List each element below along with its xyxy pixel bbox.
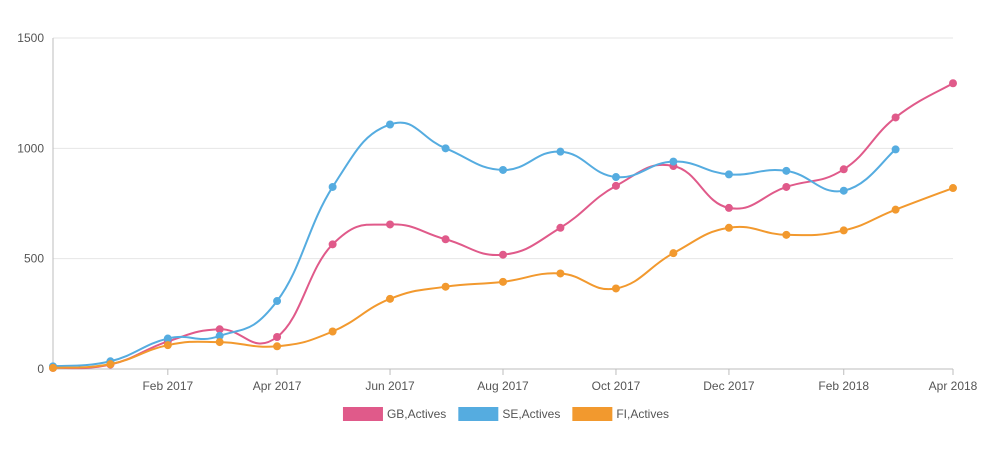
x-tick-label: Apr 2018 [929,379,978,393]
y-tick-label: 1000 [17,141,44,155]
data-point-se-actives[interactable] [724,170,733,179]
series-fi-actives [49,184,957,372]
data-point-gb-actives[interactable] [499,250,507,259]
data-point-gb-actives[interactable] [891,113,900,122]
data-point-fi-actives[interactable] [611,284,620,293]
data-point-gb-actives[interactable] [441,235,450,244]
data-point-gb-actives[interactable] [556,223,565,232]
data-point-fi-actives[interactable] [49,363,57,372]
data-point-fi-actives[interactable] [215,338,224,347]
x-tick-label: Feb 2017 [142,379,193,393]
data-point-se-actives[interactable] [669,157,678,166]
data-point-gb-actives[interactable] [611,181,620,190]
data-point-se-actives[interactable] [782,166,791,175]
data-point-fi-actives[interactable] [669,249,678,258]
data-point-se-actives[interactable] [891,145,900,154]
data-point-se-actives[interactable] [215,331,224,340]
x-tick-label: Feb 2018 [818,379,869,393]
y-tick-label: 1500 [17,31,44,45]
x-tick-label: Apr 2017 [253,379,302,393]
data-point-fi-actives[interactable] [782,230,791,239]
data-point-fi-actives[interactable] [724,223,733,232]
grid-layer [53,37,953,370]
legend-swatch [342,407,383,421]
legend-item-fi-actives[interactable]: FI,Actives [572,407,669,421]
series-line-se-actives [52,121,897,368]
data-point-se-actives[interactable] [611,173,620,182]
data-point-fi-actives[interactable] [839,226,848,235]
y-tick-label: 0 [37,362,44,376]
x-tick-label: Oct 2017 [592,379,641,393]
data-point-se-actives[interactable] [386,120,395,129]
data-point-se-actives[interactable] [499,165,507,174]
data-point-fi-actives[interactable] [386,294,395,303]
data-point-gb-actives[interactable] [328,240,337,249]
series-line-gb-actives [52,82,954,370]
data-point-fi-actives[interactable] [556,269,565,278]
data-point-gb-actives[interactable] [782,182,791,191]
data-point-fi-actives[interactable] [499,277,507,286]
legend[interactable]: GB,Actives SE,Actives FI,Actives [342,407,669,421]
legend-swatch [572,407,613,421]
data-point-gb-actives[interactable] [386,220,395,229]
data-point-gb-actives[interactable] [949,79,957,88]
axis-layer: 0 500 1000 1500 Feb 2017 Apr 2017 Jun 2017 Aug … [17,31,977,393]
x-tick-label: Dec 2017 [703,379,755,393]
data-point-fi-actives[interactable] [328,327,337,336]
legend-label: GB,Actives [387,407,446,421]
y-tick-label: 500 [24,252,44,266]
legend-swatch [458,407,499,421]
legend-item-gb-actives[interactable]: GB,Actives [342,407,446,421]
legend-item-se-actives[interactable]: SE,Actives [458,407,560,421]
data-point-se-actives[interactable] [441,144,450,153]
data-point-fi-actives[interactable] [949,184,957,193]
data-point-se-actives[interactable] [163,334,172,343]
legend-label: SE,Actives [502,407,560,421]
series-se-actives [49,120,900,371]
x-tick-label: Aug 2017 [477,379,529,393]
data-point-gb-actives[interactable] [724,203,733,212]
data-point-fi-actives[interactable] [163,341,172,350]
legend-label: FI,Actives [616,407,669,421]
series-gb-actives [49,79,957,372]
data-point-gb-actives[interactable] [215,325,224,334]
data-point-fi-actives[interactable] [106,360,115,369]
x-tick-label: Jun 2017 [365,379,415,393]
data-point-se-actives[interactable] [556,147,565,156]
data-point-fi-actives[interactable] [273,342,282,351]
data-point-se-actives[interactable] [839,186,848,195]
data-point-gb-actives[interactable] [273,333,282,342]
data-point-gb-actives[interactable] [839,165,848,174]
data-point-fi-actives[interactable] [441,282,450,291]
series-layer [49,79,957,372]
data-point-se-actives[interactable] [273,297,282,306]
data-point-se-actives[interactable] [328,182,337,191]
data-point-fi-actives[interactable] [891,205,900,214]
